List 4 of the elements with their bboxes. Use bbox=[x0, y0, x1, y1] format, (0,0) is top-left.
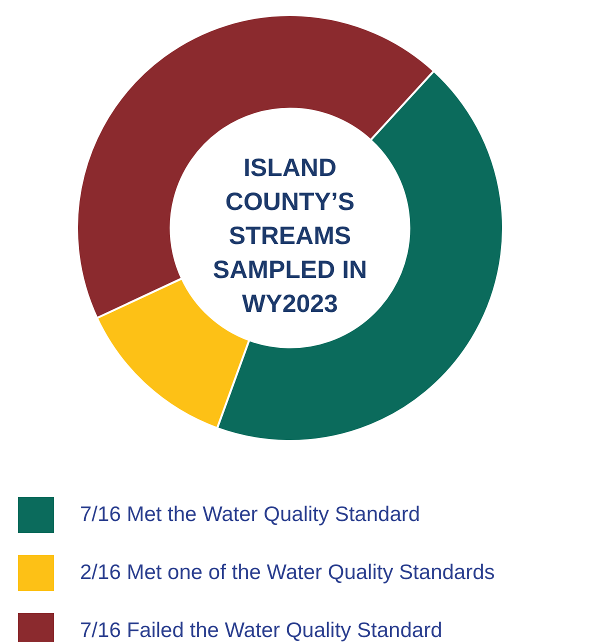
legend-label: 7/16 Met the Water Quality Standard bbox=[80, 503, 420, 527]
legend-label: 7/16 Failed the Water Quality Standard bbox=[80, 619, 442, 642]
legend-label: 2/16 Met one of the Water Quality Standards bbox=[80, 561, 495, 585]
text: ISLAND COUNTY’S STREAMS SAMPLED IN WY2023 bbox=[212, 153, 368, 320]
